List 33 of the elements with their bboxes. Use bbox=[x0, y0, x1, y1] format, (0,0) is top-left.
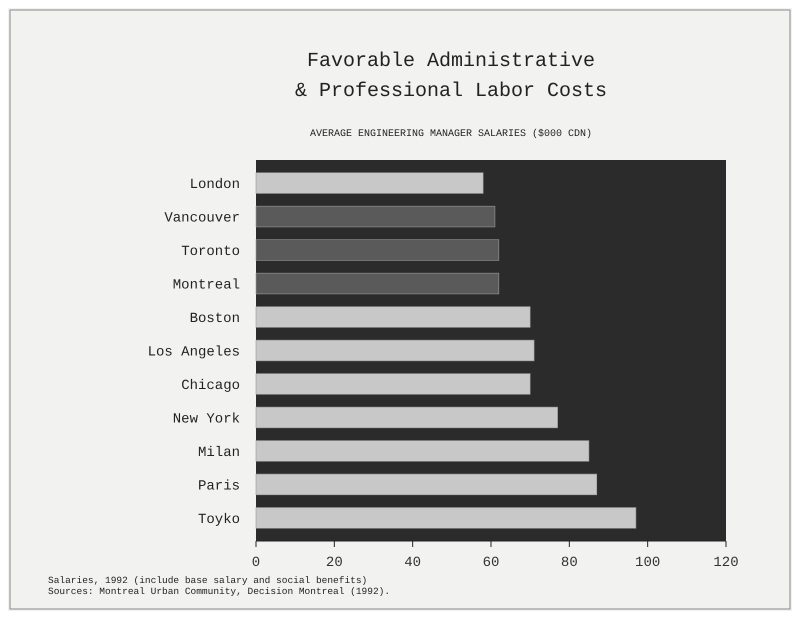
y-tick-label: Los Angeles bbox=[148, 344, 240, 360]
bar bbox=[256, 272, 500, 294]
bar bbox=[256, 507, 636, 529]
y-tick-label: Boston bbox=[190, 311, 240, 328]
x-tick-label: 120 bbox=[713, 555, 739, 571]
x-tick-label: 60 bbox=[482, 555, 500, 571]
x-tick-label: 20 bbox=[326, 555, 343, 571]
bar bbox=[256, 172, 484, 194]
chart-subtitle: AVERAGE ENGINEERING MANAGER SALARIES ($000 CDN) bbox=[310, 128, 592, 140]
y-tick-label: Montreal bbox=[172, 278, 240, 294]
x-tick-label: 0 bbox=[252, 555, 260, 571]
text: Salaries, 1992 (include base salary and social benefits) bbox=[48, 575, 368, 586]
y-tick-label: Paris bbox=[198, 478, 240, 494]
bar bbox=[256, 474, 598, 496]
y-tick-label: Toronto bbox=[181, 244, 240, 260]
y-tick-label: Toyko bbox=[198, 512, 240, 528]
chart-title: Favorable Administrative & Professional Labor Costs bbox=[294, 50, 608, 103]
bar bbox=[256, 340, 534, 362]
source-note: Sources: Montreal Urban Community, Decision Montreal (1992). bbox=[48, 586, 390, 597]
y-tick-label: Vancouver bbox=[164, 210, 240, 227]
bar bbox=[256, 406, 558, 428]
bar bbox=[256, 306, 530, 328]
bar bbox=[256, 373, 530, 395]
bar bbox=[256, 440, 590, 462]
y-tick-label: Chicago bbox=[181, 378, 240, 394]
x-tick-label: 80 bbox=[560, 555, 578, 571]
x-tick-label: 100 bbox=[635, 555, 660, 571]
bar bbox=[256, 239, 500, 261]
y-tick-label: Milan bbox=[198, 444, 240, 461]
bar bbox=[256, 206, 496, 228]
y-tick-label: London bbox=[190, 177, 240, 194]
y-tick-label: New York bbox=[172, 411, 240, 428]
x-tick-label: 40 bbox=[404, 555, 422, 571]
